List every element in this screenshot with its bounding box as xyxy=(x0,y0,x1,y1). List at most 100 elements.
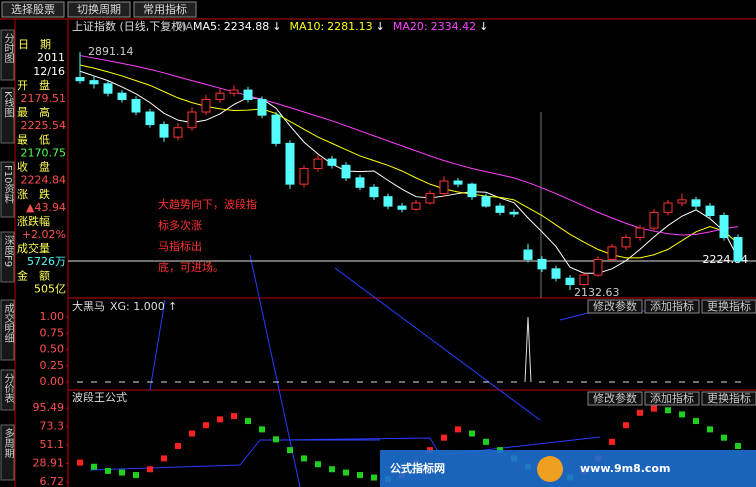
candle-body xyxy=(579,274,589,286)
wave-dot xyxy=(623,422,629,429)
wave-dot xyxy=(259,426,265,433)
candle-body xyxy=(117,92,127,100)
wave-dot xyxy=(91,463,97,470)
candle-body xyxy=(481,196,491,207)
candle-body xyxy=(509,211,519,215)
candle-body xyxy=(467,183,477,198)
candle-body xyxy=(411,202,421,210)
side-tab[interactable] xyxy=(0,29,15,81)
panel-button-label: 添加指标 xyxy=(650,299,694,313)
panel-button[interactable] xyxy=(644,391,700,406)
toolbar-button[interactable] xyxy=(1,1,65,18)
candle-body xyxy=(257,98,267,116)
info-label: 金 额 xyxy=(17,268,50,282)
info-label: 收 盘 xyxy=(17,160,50,174)
candle-body xyxy=(173,127,183,138)
info-value: 2170.75 xyxy=(21,146,67,159)
y-tick-label: 0.75 xyxy=(40,326,65,339)
side-tab[interactable] xyxy=(0,161,15,218)
wave-dot xyxy=(707,426,713,433)
info-label: 涨跌幅 xyxy=(17,214,50,228)
wave-dot xyxy=(301,455,307,462)
toolbar-button[interactable] xyxy=(133,1,197,18)
y-tick-label: 28.91 xyxy=(33,456,65,469)
ma-line xyxy=(79,55,739,236)
candle-body xyxy=(719,215,729,238)
wave-dot xyxy=(651,405,657,412)
wave-dot xyxy=(175,442,181,449)
candle-body xyxy=(439,180,449,195)
side-tab[interactable] xyxy=(0,424,15,481)
info-value: 2224.84 xyxy=(21,174,67,187)
low-label: 2132.63 xyxy=(574,286,620,299)
ma-legend-arrow: ↓ xyxy=(272,20,281,33)
candle-body xyxy=(369,186,379,198)
panel-button[interactable] xyxy=(701,391,756,406)
watermark-url: www.9m8.com xyxy=(580,462,670,475)
candle-body xyxy=(75,77,85,82)
side-tab[interactable] xyxy=(0,87,15,144)
side-tab-label: 成交明细 xyxy=(2,303,14,343)
ma-legend-arrow: ↓ xyxy=(479,20,488,33)
info-label: 成交量 xyxy=(17,241,50,255)
wave-dot xyxy=(455,426,461,433)
ma-legend-name: MA5: xyxy=(193,20,221,33)
side-tab[interactable] xyxy=(0,231,15,283)
ma-legend-arrow: ↓ xyxy=(376,20,385,33)
wave-dot xyxy=(693,418,699,425)
candle-body xyxy=(551,268,561,279)
candle-body xyxy=(243,89,253,100)
info-value: 505亿 xyxy=(34,282,66,295)
panel-button-label: 修改参数 xyxy=(593,299,637,313)
candle-body xyxy=(103,83,113,94)
ma-legend-name: MA20: xyxy=(393,20,428,33)
ma-line xyxy=(79,64,739,259)
side-tab[interactable] xyxy=(0,369,15,411)
info-value: +2.02% xyxy=(22,228,66,241)
candle-body xyxy=(621,236,631,248)
y-tick-label: 51.1 xyxy=(40,438,65,451)
candle-body xyxy=(453,180,463,185)
panel-button[interactable] xyxy=(587,391,643,406)
ma-title: MA xyxy=(176,20,193,33)
wave-dot xyxy=(609,438,615,445)
y-tick-label: 1.00 xyxy=(40,310,65,323)
panel-button-label: 添加指标 xyxy=(650,391,694,405)
wave-dot xyxy=(469,430,475,437)
main-title: 上证指数 (日线,下复权) xyxy=(72,19,187,33)
side-tab-label: 分价表 xyxy=(2,373,14,404)
wave-dot xyxy=(343,469,349,476)
wave-dot xyxy=(679,411,685,418)
panel-button[interactable] xyxy=(644,299,700,314)
y-tick-label: 73.3 xyxy=(40,420,65,433)
candle-body xyxy=(355,177,365,188)
candle-body xyxy=(635,227,645,238)
wave-dot xyxy=(161,455,167,462)
side-tab[interactable] xyxy=(0,299,15,361)
y-tick-label: 6.72 xyxy=(40,475,65,487)
y-tick-label: 0.00 xyxy=(40,375,65,388)
signal-spike xyxy=(524,316,532,383)
candle-body xyxy=(691,199,701,207)
candle-body xyxy=(215,92,225,100)
wave-dot xyxy=(189,430,195,437)
wave-dot xyxy=(105,467,111,474)
candle-body xyxy=(425,193,435,204)
info-label: 最 高 xyxy=(17,105,50,119)
candle-body xyxy=(285,142,295,185)
wave-dot xyxy=(147,466,153,473)
panel-button[interactable] xyxy=(701,299,756,314)
panel-button[interactable] xyxy=(587,299,643,314)
wave-dot xyxy=(637,409,643,416)
wave-dot xyxy=(133,472,139,479)
candle-body xyxy=(187,111,197,129)
wave-dot xyxy=(273,436,279,443)
candle-body xyxy=(299,167,309,185)
toolbar-button-label: 切换周期 xyxy=(77,2,121,16)
wave-dot xyxy=(203,422,209,429)
toolbar-button[interactable] xyxy=(67,1,131,18)
info-label: 最 低 xyxy=(17,133,50,146)
candle-body xyxy=(89,80,99,85)
trend-line xyxy=(279,436,601,456)
